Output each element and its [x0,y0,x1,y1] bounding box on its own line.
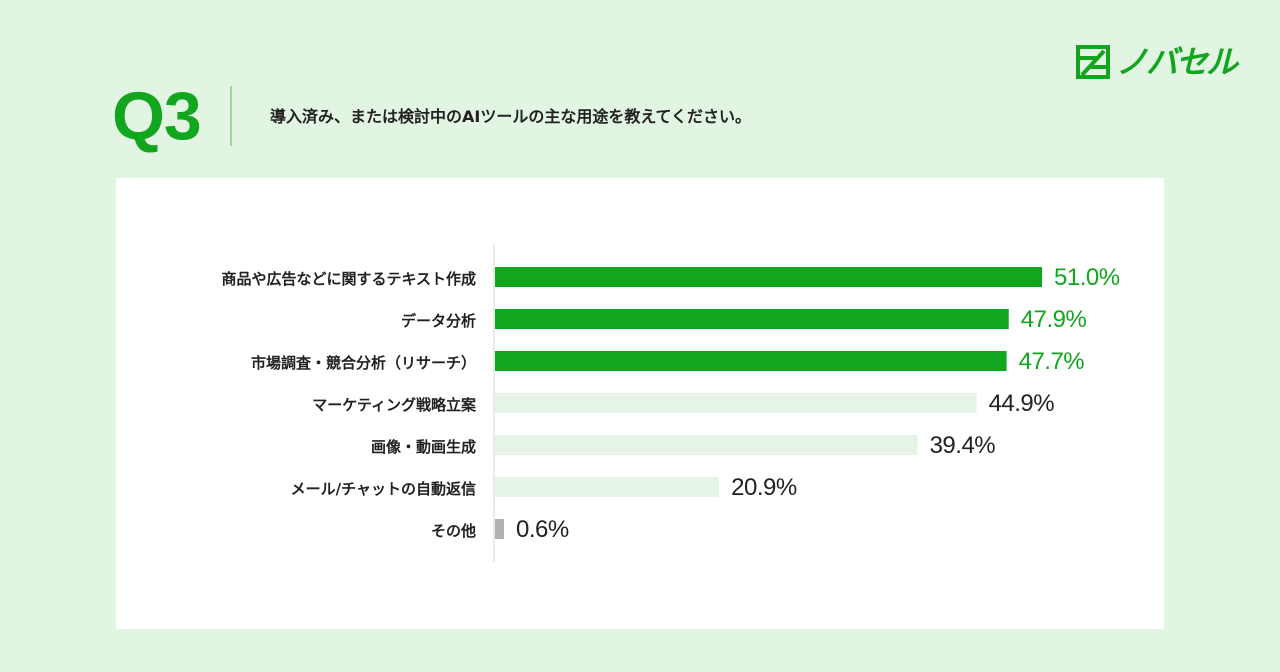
value-label-4: 44.9% [988,390,1055,417]
category-label-3: 市場調査・競合分析（リサーチ） [250,354,476,372]
brand-logo-icon [1076,45,1110,79]
value-label-7: 0.6% [516,516,569,543]
question-text: 導入済み、または検討中のAIツールの主な用途を教えてください。 [270,107,752,126]
category-label-7: その他 [430,522,476,540]
question-number: Q3 [112,78,202,154]
value-label-6: 20.9% [731,474,797,501]
bar-4 [495,393,977,413]
brand-logo: ノバセル [1076,43,1238,81]
chart-card: 商品や広告などに関するテキスト作成 51.0% データ分析 47.9% 市場調査・競合分… [116,178,1164,629]
value-label-5: 39.4% [929,432,996,459]
category-label-2: データ分析 [400,312,476,330]
bar-3 [495,351,1007,371]
bar-6 [495,477,720,497]
bar-2 [495,309,1009,329]
bar-chart [493,244,1042,562]
category-label-4: マーケティング戦略立案 [312,396,476,414]
category-label-1: 商品や広告などに関するテキスト作成 [221,270,476,288]
question-divider [230,86,232,146]
category-label-6: メール/チャットの自動返信 [290,480,476,498]
value-label-1: 51.0% [1054,264,1120,291]
value-label-3: 47.7% [1018,348,1085,375]
bar-1 [495,267,1042,287]
value-label-2: 47.9% [1020,306,1087,333]
bar-5 [495,435,918,455]
category-label-5: 画像・動画生成 [370,438,476,456]
bar-7 [495,519,504,539]
brand-name: ノバセル [1116,43,1238,81]
